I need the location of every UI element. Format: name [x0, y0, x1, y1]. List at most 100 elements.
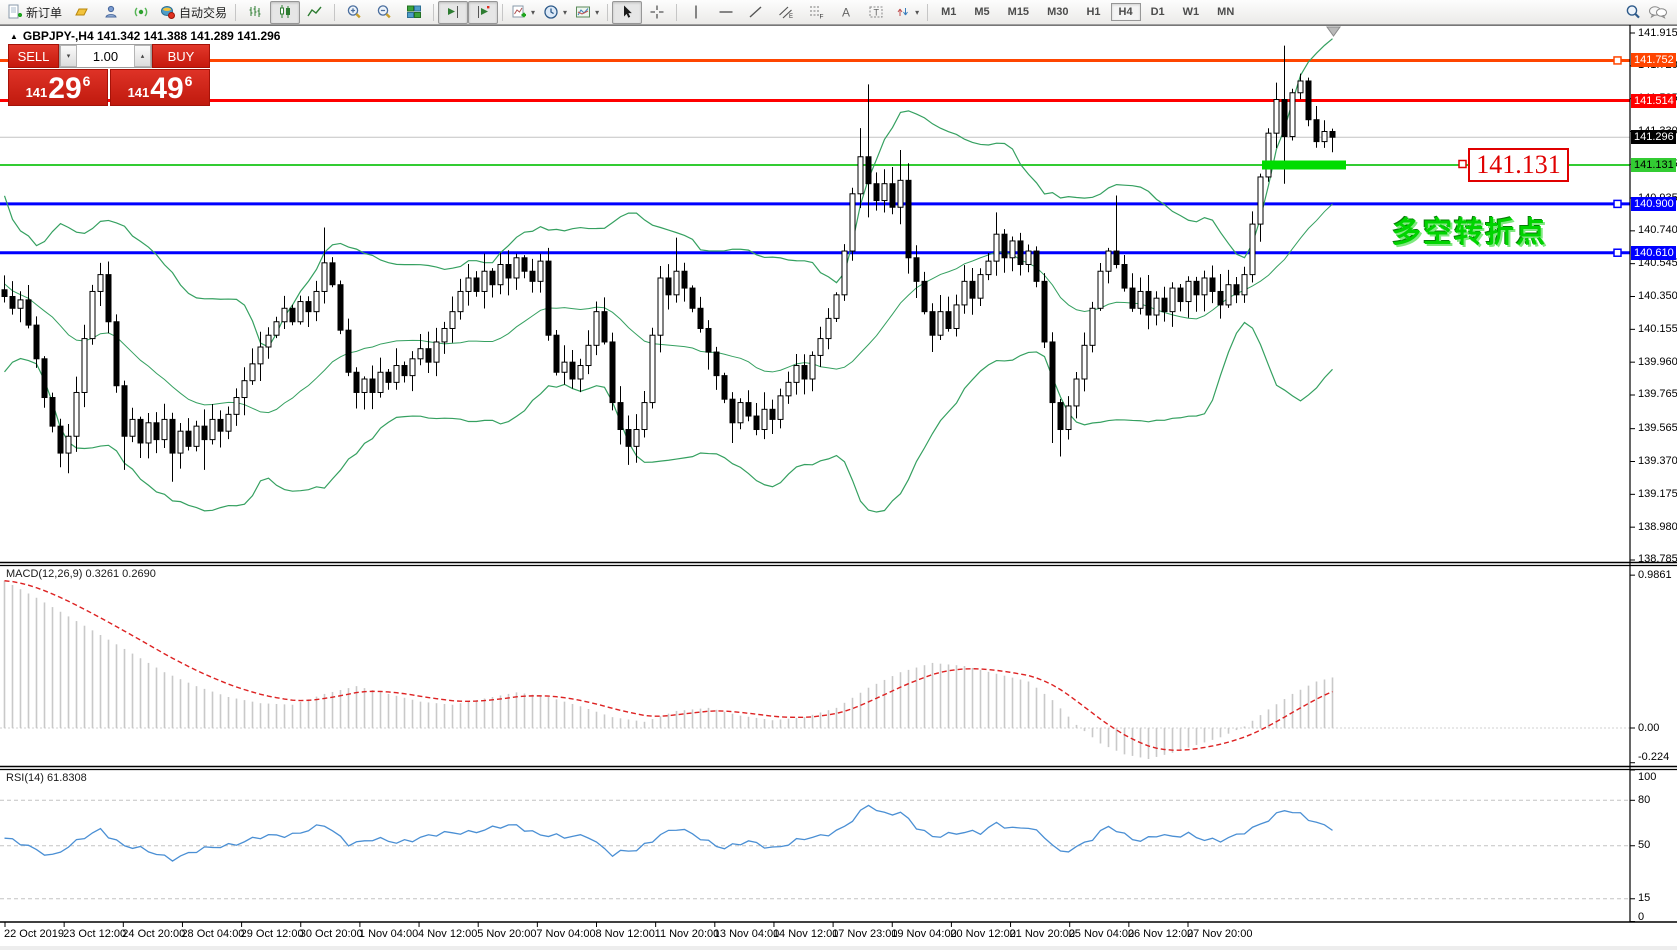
periods-button[interactable]: ▾ [539, 1, 571, 24]
candle-body [1313, 119, 1320, 143]
text-label-tool[interactable]: T [861, 1, 891, 24]
zoom-in-button[interactable] [339, 1, 369, 24]
text-tool[interactable]: A [831, 1, 861, 24]
sell-button[interactable]: SELL [8, 44, 59, 68]
timeframe-button-m5[interactable]: M5 [974, 6, 990, 18]
candle-body [289, 307, 296, 323]
cursor-tool-button[interactable] [612, 0, 643, 24]
buy-price-handle: 141 [127, 85, 150, 100]
candle-body [385, 371, 392, 383]
candle-body [489, 270, 496, 286]
search-icon[interactable] [1625, 4, 1642, 21]
highlight-segment [1262, 160, 1346, 170]
candle-body [769, 408, 776, 420]
profile-button[interactable] [96, 1, 126, 24]
candle-body [617, 402, 624, 431]
candle-body [561, 361, 568, 373]
buy-price-pip: 6 [184, 73, 193, 89]
timeframe-button-m1[interactable]: M1 [941, 6, 957, 18]
trendline-icon [749, 6, 762, 18]
candle-body [777, 395, 784, 420]
candle-body [25, 299, 32, 326]
zoom-out-button[interactable] [369, 1, 399, 24]
horizontal-line-tool[interactable] [711, 1, 741, 24]
gold-button[interactable] [66, 1, 96, 24]
candle-body [425, 348, 432, 363]
sell-price[interactable]: 141 29 6 [8, 69, 108, 106]
signal-button[interactable] [126, 1, 156, 24]
volume-increase-button[interactable]: ▴ [134, 45, 151, 67]
timeframe-button-w1[interactable]: W1 [1182, 6, 1200, 18]
candle-body [1097, 270, 1104, 309]
chat-icon[interactable] [1648, 4, 1668, 20]
vertical-line-tool[interactable] [681, 1, 711, 24]
toolbar-separator [433, 3, 435, 21]
candle-body [1153, 297, 1160, 316]
volume-decrease-button[interactable]: ▾ [60, 45, 77, 67]
candle-body [793, 365, 800, 383]
indicators-button[interactable]: ▾ [507, 1, 539, 24]
sell-price-big: 29 [48, 72, 82, 105]
candle-body [449, 311, 456, 329]
candle-body [217, 418, 224, 432]
tile-windows-button[interactable] [399, 1, 429, 24]
candle-body [273, 321, 280, 336]
buy-button[interactable]: BUY [152, 44, 210, 68]
templates-button[interactable]: ▾ [571, 1, 603, 24]
buy-price[interactable]: 141 49 6 [110, 69, 210, 106]
bar-chart-button[interactable] [240, 1, 270, 24]
sell-price-pip: 6 [82, 73, 91, 89]
candle-body [1057, 402, 1064, 431]
candle-body [145, 422, 152, 444]
candle-body [1161, 297, 1168, 313]
candle-body [105, 274, 112, 323]
timeframe-button-mn[interactable]: MN [1217, 6, 1235, 18]
candle-body [169, 418, 176, 454]
candle-body [89, 290, 96, 340]
candle-body [697, 307, 704, 329]
timeframe-button-d1[interactable]: D1 [1150, 6, 1165, 18]
collapse-triangle-icon[interactable]: ▲ [10, 31, 18, 41]
candle-body [825, 317, 832, 340]
timeframe-button-m30[interactable]: M30 [1047, 6, 1069, 18]
candle-body [977, 274, 984, 299]
candle-body [1209, 277, 1216, 292]
line-chart-button[interactable] [300, 1, 330, 24]
candle-body [121, 385, 128, 437]
volume-value[interactable]: 1.00 [92, 48, 119, 64]
candle-body [281, 307, 288, 323]
candle-body [921, 280, 928, 313]
candle-chart-button[interactable] [270, 0, 301, 24]
candle-body [329, 262, 336, 286]
auto-scroll-button[interactable] [438, 0, 469, 24]
candle-body [1129, 287, 1136, 309]
candle-body [1217, 290, 1224, 306]
candle-body [1273, 99, 1280, 134]
chart-shift-button[interactable] [468, 0, 499, 24]
new-order-button[interactable]: 新订单 [3, 1, 66, 24]
candle-body [1329, 130, 1336, 138]
candle-body [1041, 280, 1048, 343]
timeframe-button-h4[interactable]: H4 [1110, 3, 1141, 21]
candle-body [969, 280, 976, 299]
zoom-in-icon [347, 5, 361, 19]
channel-tool[interactable]: E [771, 1, 801, 24]
fibonacci-tool[interactable]: F [801, 1, 831, 24]
candle-body [929, 311, 936, 336]
candle-body [313, 290, 320, 313]
autotrading-button[interactable]: 自动交易 [156, 1, 231, 24]
one-click-trading-panel: SELL ▾ 1.00 ▴ BUY 141 29 6 141 49 6 [8, 44, 210, 106]
arrows-tool[interactable]: ▾ [891, 1, 923, 24]
timeframe-button-h1[interactable]: H1 [1086, 6, 1101, 18]
candle-body [1249, 223, 1256, 276]
candle-body [1089, 307, 1096, 346]
candle-body [897, 179, 904, 208]
price-annotation-box[interactable]: 141.131 [1468, 148, 1569, 182]
trendline-tool[interactable] [741, 1, 771, 24]
timeframe-button-m15[interactable]: M15 [1007, 6, 1030, 18]
candle-body [377, 371, 384, 393]
turning-point-annotation[interactable]: 多空转折点 [1392, 217, 1548, 249]
candle-body [1241, 274, 1248, 296]
crosshair-tool-button[interactable] [642, 1, 672, 24]
